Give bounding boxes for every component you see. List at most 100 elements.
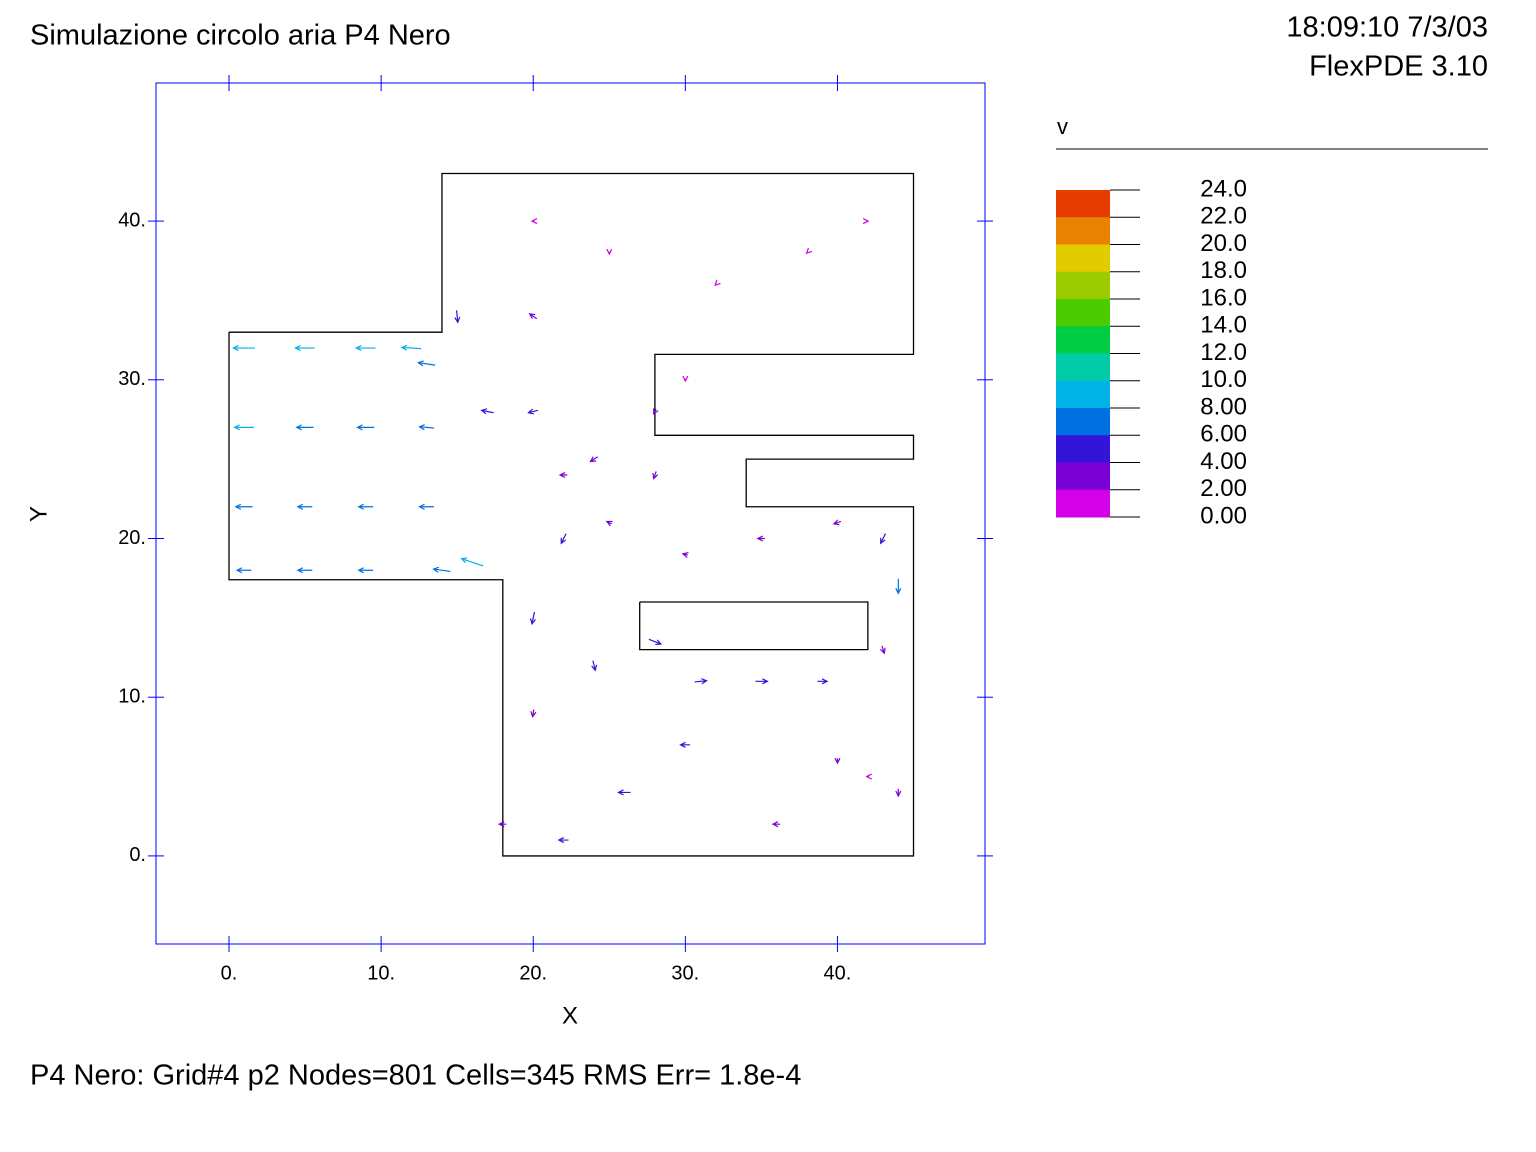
flow-arrow (653, 408, 659, 416)
y-tick-label: 0. (129, 844, 146, 866)
flow-arrow (418, 424, 435, 431)
flow-arrow (834, 757, 841, 765)
legend-label: 24.0 (1200, 175, 1247, 202)
flow-arrow (294, 345, 315, 352)
flow-arrow (418, 503, 434, 510)
flow-arrow (605, 520, 613, 527)
flow-arrow (528, 313, 538, 320)
flow-arrow (648, 638, 663, 646)
legend-swatch (1056, 326, 1110, 354)
flow-arrow (694, 678, 708, 685)
flow-arrow (480, 408, 494, 415)
flow-arrow (432, 566, 451, 573)
flow-arrow (879, 645, 886, 655)
flow-arrow (400, 344, 422, 351)
flow-arrow (454, 310, 461, 324)
flow-arrow (356, 424, 375, 431)
flow-arrow (832, 519, 842, 526)
x-tick-label: 30. (671, 962, 699, 984)
obstacle-outline (639, 601, 869, 651)
flow-arrow (357, 503, 374, 510)
flow-arrow (589, 456, 599, 463)
legend-swatch (1056, 353, 1110, 382)
legend-swatch (1056, 489, 1110, 518)
flow-arrow (296, 567, 313, 574)
flow-arrow (771, 821, 781, 828)
legend-swatch (1056, 190, 1110, 218)
legend-label: 16.0 (1200, 284, 1247, 311)
version: FlexPDE 3.10 (1309, 51, 1488, 83)
y-tick-label: 30. (118, 368, 146, 390)
flow-arrow (235, 567, 252, 574)
domain-outline (228, 172, 915, 857)
legend-label: 10.0 (1200, 366, 1247, 393)
y-axis-label: Y (25, 506, 52, 522)
legend-label: 0.00 (1200, 502, 1247, 529)
y-tick-label: 40. (118, 209, 146, 231)
legend-label: 18.0 (1200, 257, 1247, 284)
flow-arrow (354, 345, 376, 352)
flow-arrow (296, 503, 313, 510)
legend-label: 2.00 (1200, 475, 1247, 502)
flow-arrow (591, 660, 598, 672)
legend-swatch (1056, 271, 1110, 300)
flow-arrow (755, 678, 769, 685)
y-tick-label: 20. (118, 527, 146, 549)
legend-swatch (1056, 299, 1110, 327)
legend-swatch (1056, 408, 1110, 436)
legend-label: 14.0 (1200, 312, 1247, 339)
legend-label: 6.00 (1200, 421, 1247, 448)
footer: P4 Nero: Grid#4 p2 Nodes=801 Cells=345 R… (30, 1060, 801, 1092)
flow-arrow (681, 551, 689, 558)
flow-arrow (560, 533, 567, 545)
flow-arrow (234, 503, 253, 510)
flow-arrow (652, 471, 659, 480)
flow-arrow (295, 424, 314, 431)
legend-swatch (1056, 244, 1110, 273)
x-axis-label: X (562, 1002, 578, 1029)
legend-label: 12.0 (1200, 339, 1247, 366)
flow-arrow (529, 611, 536, 626)
flow-arrow (232, 345, 256, 352)
legend-swatch (1056, 435, 1110, 463)
plot-frame (155, 82, 986, 945)
flow-arrow (756, 535, 765, 542)
legend-swatch (1056, 380, 1110, 409)
y-tick-label: 10. (118, 685, 146, 707)
flow-arrow (357, 567, 374, 574)
flow-arrow (682, 375, 689, 383)
flow-arrow (460, 557, 484, 567)
flow-arrow (527, 408, 539, 415)
chart-title: Simulazione circolo aria P4 Nero (30, 20, 451, 52)
legend-swatch (1056, 462, 1110, 491)
legend-title: v (1057, 114, 1068, 139)
flow-arrow (880, 533, 887, 545)
flow-arrow (895, 578, 902, 595)
flow-arrow (530, 218, 538, 225)
flow-arrow (497, 821, 507, 828)
flow-arrow (558, 471, 568, 479)
x-tick-label: 10. (367, 962, 395, 984)
legend-label: 22.0 (1200, 203, 1247, 230)
flow-arrow (417, 360, 436, 367)
flow-arrow (233, 424, 254, 431)
flow-arrow (557, 837, 569, 844)
flow-arrow (530, 709, 537, 719)
flow-arrow (805, 247, 813, 255)
x-tick-label: 20. (519, 962, 547, 984)
flow-arrow (865, 773, 872, 780)
legend-label: 20.0 (1200, 230, 1247, 257)
flow-arrow (817, 678, 829, 685)
legend-label: 4.00 (1200, 448, 1247, 475)
flow-arrow (862, 218, 870, 225)
flow-arrow (617, 789, 631, 796)
legend-label: 8.00 (1200, 393, 1247, 420)
flow-arrow (714, 279, 721, 287)
flow-arrow (606, 248, 613, 256)
x-tick-label: 40. (824, 962, 852, 984)
legend-swatch (1056, 217, 1110, 245)
flow-arrow (679, 741, 691, 748)
timestamp: 18:09:10 7/3/03 (1286, 12, 1488, 44)
flow-arrow (895, 788, 902, 798)
